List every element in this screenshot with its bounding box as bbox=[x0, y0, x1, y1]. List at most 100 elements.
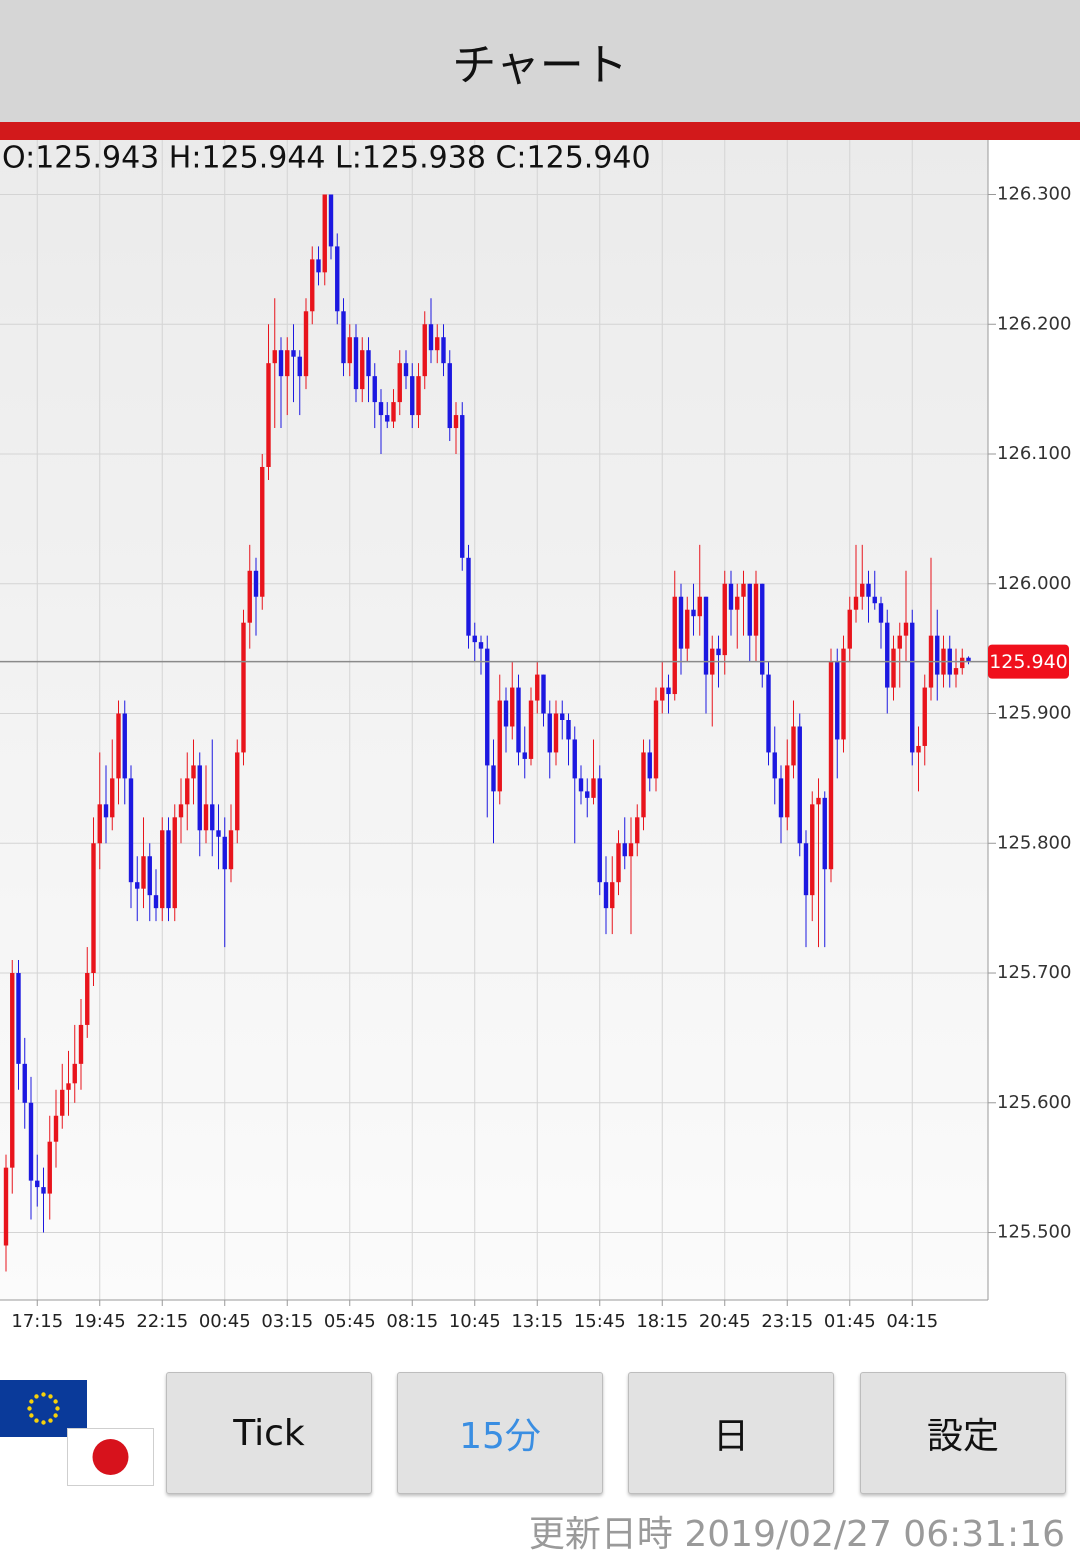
plot-background bbox=[0, 140, 988, 1300]
candle-body bbox=[91, 843, 96, 974]
candle-body bbox=[572, 739, 577, 779]
candle-body bbox=[578, 778, 584, 792]
candle-body bbox=[253, 570, 259, 597]
jp-sun bbox=[92, 1439, 129, 1475]
candle-body bbox=[697, 596, 702, 617]
candle-body bbox=[747, 583, 752, 636]
y-tick-label: 126.000 bbox=[997, 573, 1071, 594]
candle-body bbox=[828, 661, 834, 870]
candle-body bbox=[866, 583, 871, 597]
y-tick-label: 125.600 bbox=[997, 1092, 1071, 1113]
update-label: 更新日時 bbox=[528, 1514, 673, 1555]
y-tick-label: 125.500 bbox=[997, 1222, 1071, 1243]
candle-body bbox=[310, 259, 315, 312]
candle-body bbox=[560, 713, 565, 720]
candle-body bbox=[478, 642, 484, 649]
accent-bar bbox=[0, 122, 1080, 140]
candle-body bbox=[685, 609, 690, 649]
grid bbox=[0, 140, 988, 1300]
candle-body bbox=[797, 726, 802, 844]
update-time: 更新日時 2019/02/27 06:31:16 bbox=[529, 1505, 1065, 1557]
x-tick-label: 18:15 bbox=[636, 1311, 688, 1332]
candle-body bbox=[878, 603, 884, 623]
candle-body bbox=[653, 700, 659, 779]
y-tick-label: 126.300 bbox=[997, 183, 1071, 204]
candle-body bbox=[741, 583, 746, 597]
candle-body bbox=[247, 570, 252, 623]
candle-body bbox=[922, 687, 927, 746]
candle-body bbox=[353, 337, 359, 390]
candle-body bbox=[766, 674, 771, 753]
candle-body bbox=[960, 657, 965, 669]
candle-body bbox=[266, 363, 271, 467]
candle-body bbox=[178, 804, 184, 818]
candle-body bbox=[772, 752, 777, 779]
x-tick-label: 19:45 bbox=[74, 1311, 126, 1332]
candle-body bbox=[603, 882, 609, 909]
candle-body bbox=[616, 843, 621, 883]
candles bbox=[3, 194, 971, 1272]
candle-body bbox=[703, 596, 709, 675]
candle-body bbox=[822, 797, 827, 870]
candle-body bbox=[803, 843, 809, 896]
candle-body bbox=[847, 609, 852, 649]
candle-body bbox=[322, 194, 327, 273]
x-tick-label: 17:15 bbox=[11, 1311, 63, 1332]
candle-body bbox=[128, 778, 134, 883]
candle-body bbox=[510, 687, 515, 727]
candle-body bbox=[716, 648, 721, 656]
candle-body bbox=[728, 583, 734, 610]
candle-body bbox=[678, 596, 684, 649]
candle-body bbox=[585, 791, 590, 798]
currency-flags bbox=[0, 1380, 154, 1486]
candle-body bbox=[378, 402, 384, 416]
candle-body bbox=[203, 804, 209, 831]
period-button[interactable]: 日 bbox=[628, 1372, 834, 1494]
y-tick-label: 126.100 bbox=[997, 443, 1071, 464]
candle-body bbox=[903, 622, 909, 636]
candle-body bbox=[528, 700, 534, 759]
candle-body bbox=[503, 700, 509, 727]
y-tick-label: 125.900 bbox=[997, 703, 1071, 724]
candle-body bbox=[372, 376, 377, 403]
candle-body bbox=[391, 402, 396, 422]
candle-body bbox=[172, 817, 177, 909]
candle-body bbox=[385, 415, 390, 422]
candle-body bbox=[141, 856, 146, 889]
candle-body bbox=[566, 720, 571, 740]
candle-body bbox=[416, 376, 421, 416]
candle-body bbox=[122, 713, 127, 779]
candle-body bbox=[235, 752, 240, 831]
candle-body bbox=[872, 596, 877, 604]
candle-body bbox=[135, 882, 140, 889]
candle-body bbox=[116, 713, 121, 779]
candle-body bbox=[935, 635, 940, 675]
candle-body bbox=[660, 687, 665, 701]
candle-body bbox=[591, 778, 596, 798]
candle-body bbox=[166, 830, 171, 909]
candle-body bbox=[147, 856, 152, 896]
candle-body bbox=[485, 648, 490, 766]
x-tick-label: 20:45 bbox=[699, 1311, 751, 1332]
candle-body bbox=[522, 752, 527, 759]
candle-body bbox=[835, 661, 840, 740]
candle-body bbox=[272, 350, 277, 364]
period-button[interactable]: 設定 bbox=[860, 1372, 1066, 1494]
candle-body bbox=[628, 843, 634, 857]
candle-body bbox=[335, 246, 340, 312]
period-button[interactable]: 15分 bbox=[397, 1372, 603, 1494]
candle-body bbox=[316, 259, 321, 273]
candle-body bbox=[535, 674, 540, 701]
candle-body bbox=[360, 350, 365, 390]
candle-body bbox=[722, 583, 727, 656]
candle-body bbox=[291, 350, 296, 357]
candle-body bbox=[278, 350, 284, 377]
candle-body bbox=[22, 1063, 27, 1103]
x-tick-label: 04:15 bbox=[886, 1311, 938, 1332]
candle-body bbox=[853, 596, 859, 610]
period-button[interactable]: Tick bbox=[166, 1372, 372, 1494]
candle-body bbox=[403, 363, 409, 377]
candle-body bbox=[691, 609, 696, 617]
candle-body bbox=[428, 324, 434, 351]
candle-body bbox=[160, 830, 165, 909]
